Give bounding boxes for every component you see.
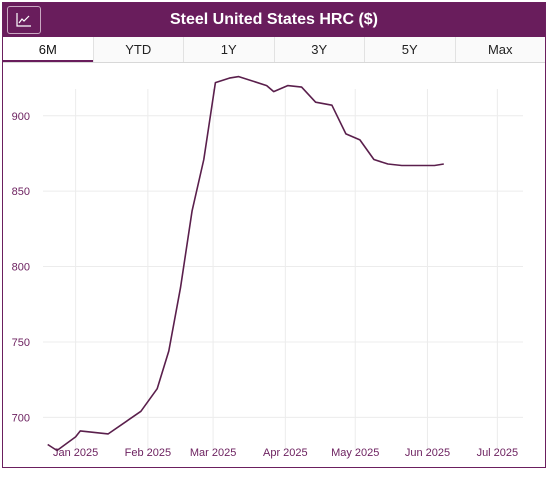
tab-6m[interactable]: 6M (3, 37, 93, 62)
line-chart-icon[interactable] (7, 6, 41, 34)
tab-5y[interactable]: 5Y (364, 37, 455, 62)
tab-3y[interactable]: 3Y (273, 37, 364, 62)
x-tick-label: Jul 2025 (477, 447, 519, 459)
chart-widget: Steel United States HRC ($) 6M YTD 1Y 3Y… (2, 2, 546, 468)
x-tick-label: Feb 2025 (125, 447, 171, 459)
line-chart: 700 750 800 850 900 Jan 2025 Feb 2025 Mar 2025 A… (12, 75, 523, 459)
tab-max[interactable]: Max (454, 37, 545, 62)
tab-ytd[interactable]: YTD (92, 37, 183, 62)
chart-header: Steel United States HRC ($) (3, 3, 545, 37)
x-tick-label: May 2025 (331, 447, 379, 459)
x-tick-label: Mar 2025 (190, 447, 236, 459)
chart-title: Steel United States HRC ($) (169, 11, 379, 28)
tab-1y[interactable]: 1Y (183, 37, 274, 62)
x-tick-label: Jan 2025 (53, 447, 98, 459)
y-tick-label: 850 (12, 186, 30, 198)
x-tick-label: Apr 2025 (263, 447, 308, 459)
y-tick-label: 700 (12, 412, 30, 424)
series-line (47, 75, 444, 452)
range-tabs: 6M YTD 1Y 3Y 5Y Max (3, 37, 545, 63)
x-tick-label: Jun 2025 (405, 447, 450, 459)
y-tick-label: 800 (12, 262, 30, 274)
y-tick-label: 750 (12, 337, 30, 349)
y-tick-label: 900 (12, 111, 30, 123)
